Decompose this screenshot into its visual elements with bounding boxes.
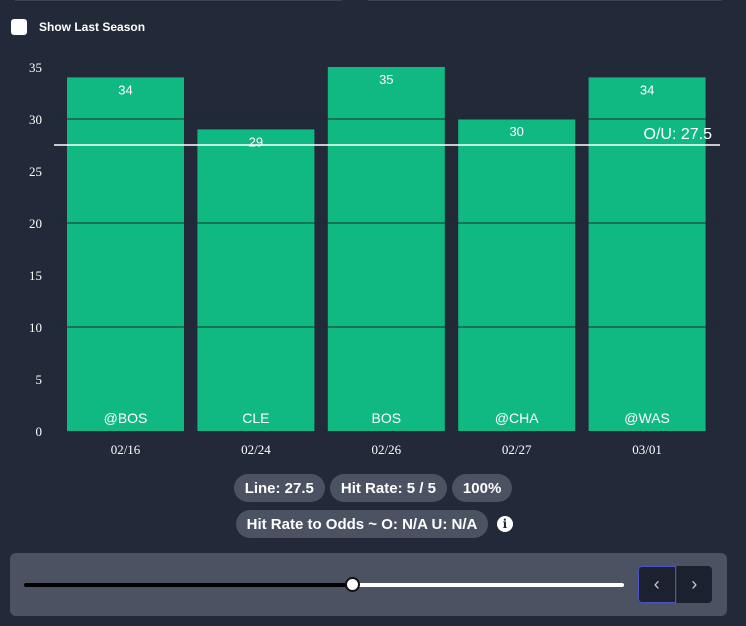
bar-value-label: 34	[640, 82, 654, 97]
slider-thumb[interactable]	[345, 577, 360, 592]
show-last-season-toggle[interactable]: Show Last Season	[11, 19, 145, 35]
odds-pill: Hit Rate to Odds ~ O: N/A U: N/A	[235, 510, 489, 538]
y-tick-label: 0	[36, 424, 43, 439]
x-tick-label: 02/26	[371, 442, 401, 457]
bar	[327, 67, 445, 431]
top-divider-right	[368, 0, 722, 1]
x-tick-label: 02/24	[241, 442, 271, 457]
y-tick-label: 20	[29, 216, 42, 231]
slider-track-empty[interactable]	[354, 583, 624, 587]
bar	[67, 77, 184, 432]
hit-rate-pill: Hit Rate: 5 / 5	[329, 474, 447, 502]
info-icon[interactable]: i	[496, 516, 513, 532]
show-last-season-label: Show Last Season	[39, 20, 146, 34]
slider-track-filled[interactable]	[24, 583, 354, 587]
bar-opponent-label: @BOS	[104, 410, 148, 426]
y-tick-label: 5	[36, 372, 43, 387]
bar-opponent-label: @WAS	[624, 410, 670, 426]
bar	[458, 119, 576, 431]
y-tick-label: 25	[29, 164, 42, 179]
line-pill: Line: 27.5	[233, 474, 325, 502]
bar-opponent-label: CLE	[242, 410, 269, 426]
percent-pill: 100%	[451, 474, 513, 502]
y-tick-label: 15	[29, 268, 42, 283]
bar-chart: 0 5 10 15 20 25 30 35 34 @BOS 02/16 29 CLE 02/24 35 BOS…	[29, 60, 720, 457]
bar	[588, 77, 706, 432]
top-divider-left	[15, 0, 342, 1]
bar-value-label: 30	[509, 124, 523, 139]
bar-value-label: 35	[379, 72, 393, 87]
y-tick-label: 10	[29, 320, 42, 335]
range-slider-panel: ‹ ›	[10, 553, 727, 616]
stats-row: Line: 27.5 Hit Rate: 5 / 5 100%	[0, 474, 746, 502]
bar	[197, 129, 315, 431]
x-tick-label: 02/16	[111, 442, 141, 457]
chevron-left-icon[interactable]: ‹	[638, 566, 676, 603]
odds-row: Hit Rate to Odds ~ O: N/A U: N/A i	[0, 510, 746, 538]
bar-opponent-label: @CHA	[495, 410, 539, 426]
x-tick-label: 02/27	[502, 442, 532, 457]
bar-opponent-label: BOS	[372, 410, 402, 426]
chevron-right-icon[interactable]: ›	[675, 566, 713, 603]
over-under-label: O/U: 27.5	[644, 126, 713, 143]
x-tick-label: 03/01	[632, 442, 662, 457]
y-tick-label: 35	[29, 60, 42, 75]
bar-value-label: 34	[118, 82, 132, 97]
bar-value-label: 29	[249, 134, 263, 149]
show-last-season-checkbox[interactable]	[11, 19, 27, 35]
y-tick-label: 30	[29, 112, 42, 127]
pager-nav: ‹ ›	[638, 566, 712, 603]
